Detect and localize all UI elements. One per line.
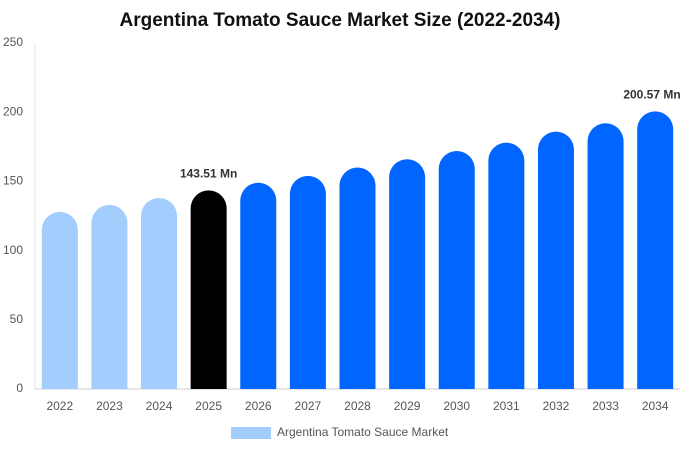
y-tick-label: 0 — [16, 381, 23, 395]
bar — [190, 190, 227, 389]
value-label: 143.51 Mn — [180, 167, 237, 181]
bar — [339, 167, 376, 389]
y-tick-label: 100 — [3, 243, 23, 257]
x-tick-label: 2025 — [195, 399, 222, 413]
bar — [41, 211, 78, 389]
y-tick-label: 50 — [10, 312, 24, 326]
x-tick-label: 2029 — [394, 399, 421, 413]
bar — [389, 159, 426, 389]
x-tick-label: 2034 — [642, 399, 669, 413]
legend-label: Argentina Tomato Sauce Market — [277, 425, 449, 439]
x-tick-label: 2032 — [543, 399, 570, 413]
bar — [637, 111, 674, 389]
x-tick-label: 2031 — [493, 399, 520, 413]
bar — [141, 198, 178, 389]
value-label: 200.57 Mn — [623, 88, 680, 102]
x-tick-label: 2024 — [146, 399, 173, 413]
bar — [289, 175, 326, 389]
y-tick-label: 150 — [3, 174, 23, 188]
bar — [587, 123, 624, 389]
x-tick-label: 2022 — [46, 399, 73, 413]
bar — [91, 204, 128, 389]
x-tick-label: 2033 — [592, 399, 619, 413]
legend-swatch — [231, 427, 271, 439]
y-tick-label: 250 — [3, 35, 23, 49]
bar — [537, 131, 574, 390]
bar — [488, 142, 525, 389]
x-tick-label: 2027 — [295, 399, 322, 413]
y-tick-label: 200 — [3, 104, 23, 118]
x-tick-label: 2026 — [245, 399, 272, 413]
bar — [438, 150, 475, 389]
x-tick-label: 2023 — [96, 399, 123, 413]
bar — [240, 182, 277, 389]
x-tick-label: 2028 — [344, 399, 371, 413]
x-tick-label: 2030 — [443, 399, 470, 413]
chart-title: Argentina Tomato Sauce Market Size (2022… — [119, 10, 560, 31]
